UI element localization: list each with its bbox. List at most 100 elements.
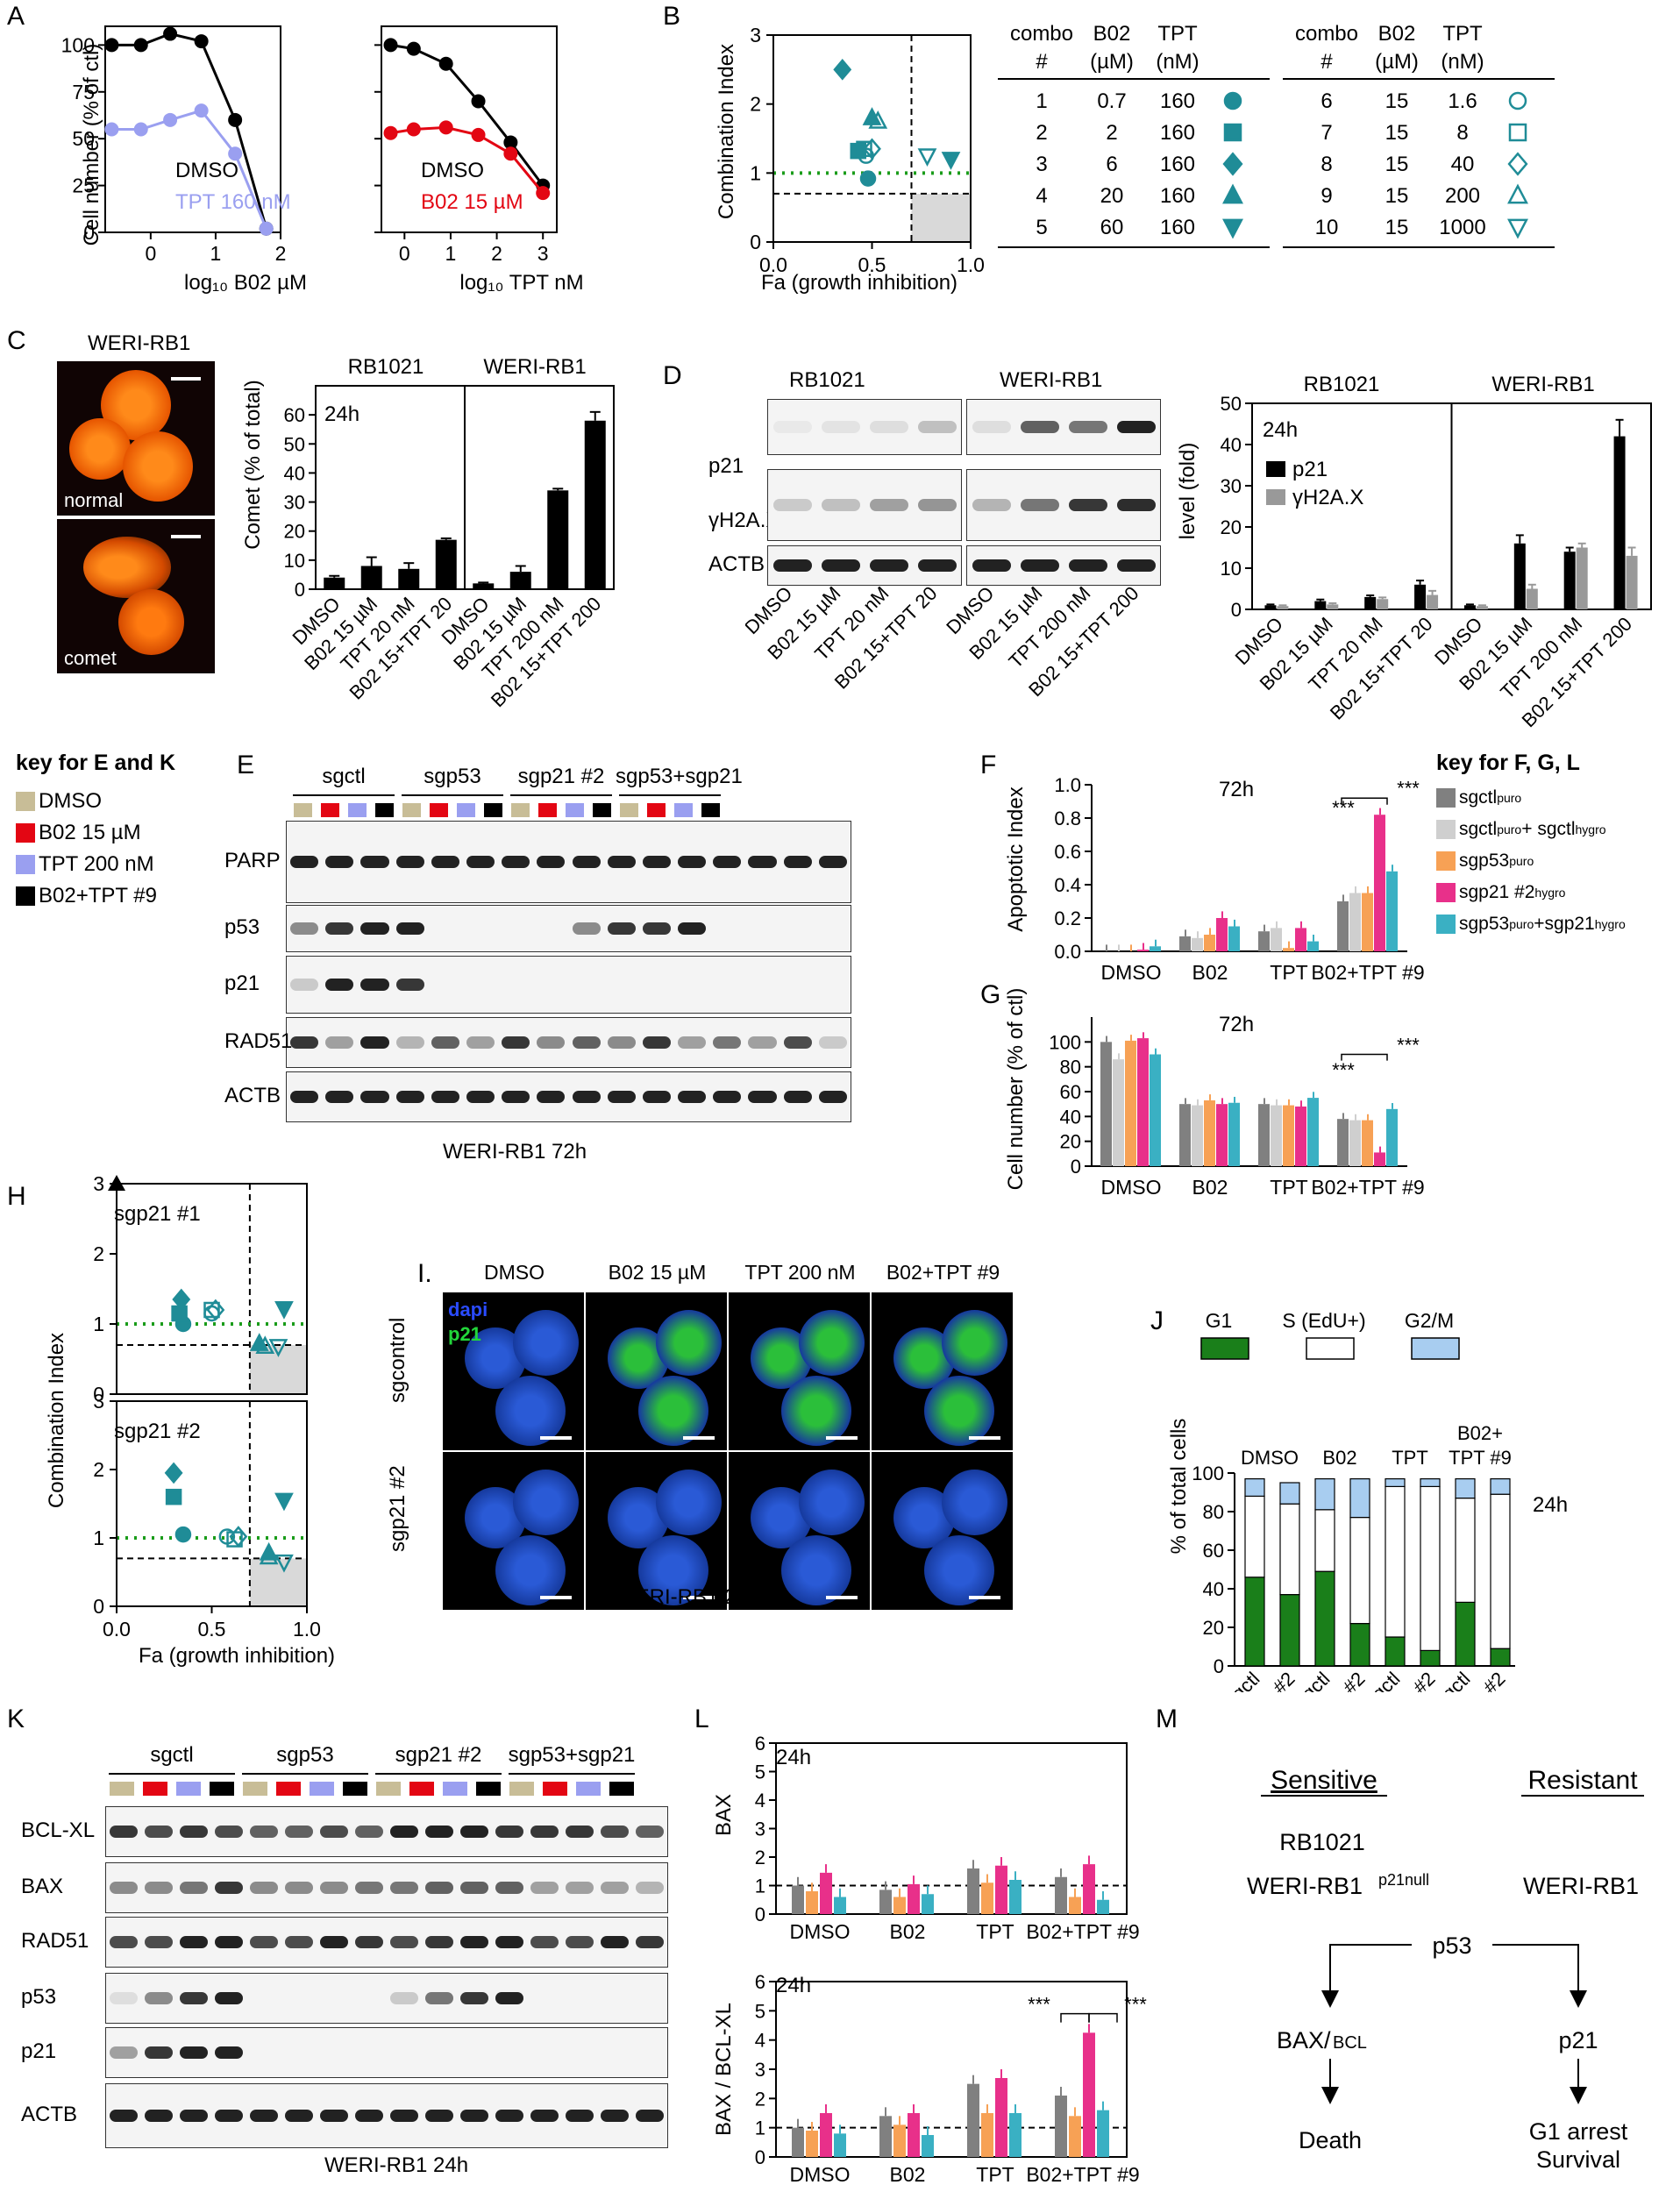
bar — [1295, 928, 1306, 951]
stacked-bar — [1420, 1485, 1441, 1651]
m-sens-sup: p21null — [1378, 1871, 1429, 1889]
blot-band — [215, 1826, 243, 1838]
blot-band — [425, 1936, 453, 1948]
data-point — [104, 122, 119, 137]
panel-i-row-1: sgcontrol — [386, 1317, 409, 1403]
panel-c-cellline: WERI-RB1 — [88, 331, 191, 355]
legend-swatch — [1306, 1337, 1355, 1360]
key-swatch — [1436, 915, 1456, 934]
blot-band — [250, 1936, 278, 1948]
marker-triangle-up — [255, 1335, 275, 1355]
panel-a-left-legend-2: TPT 160 nM — [175, 190, 291, 214]
y-tick-label: 0 — [295, 579, 305, 601]
y-tick-label: 30 — [1221, 475, 1242, 497]
key-ek-title: key for E and K — [16, 751, 175, 775]
blot-strip-e — [286, 1071, 851, 1122]
bar — [398, 568, 420, 589]
data-point — [383, 125, 398, 140]
blot-band — [537, 1091, 566, 1103]
microscopy-tile — [872, 1452, 1013, 1610]
table-cell: 1.6 — [1448, 89, 1477, 113]
blot-band — [431, 1091, 459, 1103]
key-fgl-item: sgp53 puro +sgp21 hygro — [1436, 914, 1626, 935]
stacked-bar — [1314, 1509, 1335, 1572]
bar — [820, 1872, 832, 1914]
blot-band — [355, 1936, 383, 1948]
bar — [834, 2133, 846, 2157]
bar — [879, 2116, 892, 2157]
lane-swatch — [321, 803, 339, 817]
blot-band — [180, 1936, 208, 1948]
blot-band — [972, 559, 1011, 572]
table-cell: 4 — [1036, 184, 1047, 208]
x-tick-label: sgctl — [1221, 1668, 1264, 1692]
data-point — [194, 34, 209, 49]
bar — [584, 420, 606, 589]
comet-label-comet: comet — [64, 647, 117, 669]
sig-label: *** — [1028, 1993, 1050, 2015]
panel-i-caption: WERI-RB1 24h — [616, 1585, 760, 1609]
blot-band — [460, 1826, 488, 1838]
bar — [834, 1897, 846, 1914]
antagonism-zone — [249, 1558, 307, 1606]
panel-l-top-ylabel: BAX — [712, 1794, 736, 1836]
nucleus — [638, 1535, 708, 1605]
bar — [893, 2125, 906, 2157]
lane-swatch — [402, 803, 421, 817]
blot-band — [320, 1826, 348, 1838]
nucleus — [942, 1470, 1007, 1535]
key-swatch — [1436, 851, 1456, 871]
m-sens-line-2: WERI-RB1 — [1247, 1873, 1363, 1899]
lane-swatch — [701, 803, 720, 817]
table-cell: 15 — [1385, 121, 1409, 145]
bar — [792, 2127, 804, 2157]
bar — [1192, 937, 1203, 951]
stacked-bar — [1349, 1478, 1370, 1519]
data-point — [406, 41, 421, 56]
y-tick-label: 60 — [1203, 1540, 1224, 1562]
key-label: B02 15 µM — [39, 821, 141, 844]
key-sup: hygro — [1575, 822, 1606, 836]
blot-strip-k — [105, 1862, 668, 1913]
blot-strip-k — [105, 1917, 668, 1968]
lane-swatch — [430, 803, 448, 817]
legend-swatch — [1200, 1337, 1249, 1360]
marker-triangle-up — [1222, 183, 1243, 204]
table-header: combo — [1010, 22, 1073, 46]
data-point — [163, 26, 178, 41]
stacked-bar — [1244, 1495, 1265, 1578]
y-tick-label: 40 — [1203, 1578, 1224, 1600]
lane-group-label: sgp21 #2 — [517, 765, 605, 788]
x-tick-label: 3 — [537, 242, 549, 265]
table-cell: 40 — [1451, 153, 1475, 176]
marker-diamond — [172, 1288, 191, 1311]
y-tick-label: 20 — [1060, 1131, 1081, 1153]
y-tick-label: 0.4 — [1054, 874, 1081, 896]
x-tick-label: 0 — [399, 242, 410, 265]
panel-a-left-chart: 0 25 50 75 100 0 1 2 — [61, 25, 286, 265]
bar — [1055, 2096, 1067, 2157]
bar — [1349, 893, 1361, 951]
y-tick-label: 0 — [755, 2146, 765, 2168]
lane-swatch — [457, 803, 475, 817]
panel-d-group-2: WERI-RB1 — [1000, 368, 1103, 392]
blot-band — [145, 1882, 173, 1894]
blot-band — [390, 1992, 418, 2004]
bar — [324, 577, 345, 589]
bar — [1069, 1897, 1081, 1914]
y-tick-label: 2 — [755, 2088, 765, 2110]
blot-band — [390, 1882, 418, 1894]
stacked-bar — [1349, 1517, 1370, 1625]
panel-b-table: combo # B02 (µM) TPT (nM) 1 0.7 160 2 2 160 3 6 160 4 20… — [998, 22, 1555, 248]
group-label: B02+ — [1457, 1422, 1503, 1444]
y-tick-label: 0 — [1071, 1156, 1081, 1178]
key-sup: puro — [1509, 917, 1534, 931]
blot-band — [783, 1091, 812, 1103]
x-tick-label: B02+TPT #9 — [1026, 2163, 1139, 2183]
table-header: (µM) — [1375, 50, 1419, 74]
blot-label: ACTB — [224, 1084, 281, 1107]
x-tick-label: B02+TPT #9 — [1311, 1176, 1424, 1199]
stacked-bar — [1279, 1503, 1300, 1596]
m-center: p53 — [1432, 1932, 1471, 1959]
blot-band — [360, 922, 389, 935]
